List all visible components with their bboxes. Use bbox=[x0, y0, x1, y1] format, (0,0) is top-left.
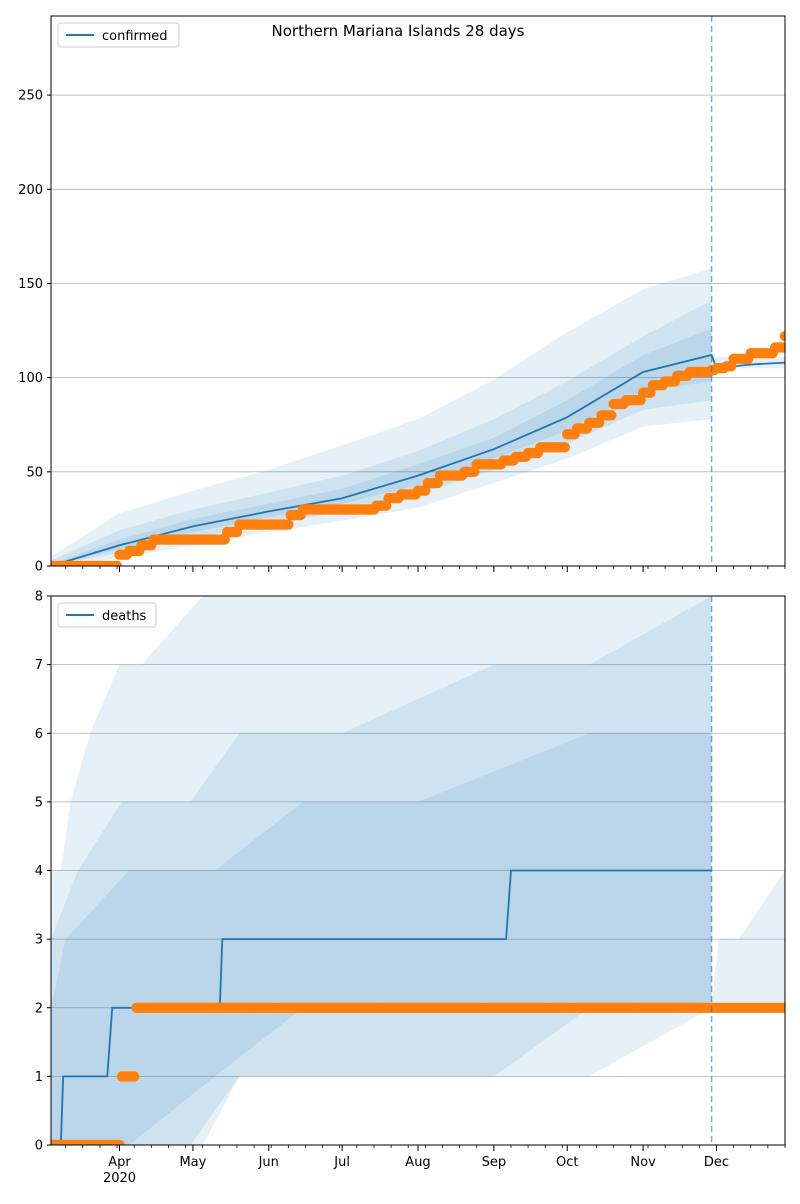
legend-label: deaths bbox=[102, 609, 147, 624]
y-tick-label: 250 bbox=[18, 89, 43, 104]
observed-point bbox=[111, 560, 123, 566]
y-tick-label: 200 bbox=[18, 183, 43, 198]
y-tick-label: 4 bbox=[35, 864, 43, 879]
observed-point bbox=[559, 442, 570, 453]
panel-deaths: 0 1 2 3 4 5 6 7 8 Apr May Jun Jul Aug Sep Oct Nov Dec 2020… bbox=[35, 590, 786, 1186]
legend-label: confirmed bbox=[102, 29, 168, 44]
legend-box bbox=[57, 22, 180, 48]
chart-title: Northern Mariana Islands 28 days bbox=[272, 22, 525, 40]
y-tick-label: 50 bbox=[26, 465, 43, 480]
y-tick-label: 0 bbox=[35, 1139, 43, 1154]
observed-point bbox=[114, 1139, 125, 1145]
y-tick-label: 5 bbox=[35, 795, 43, 810]
x-tick-label: May bbox=[179, 1155, 206, 1170]
x-year-label: 2020 bbox=[103, 1171, 136, 1186]
legend-deaths: deaths bbox=[57, 602, 157, 628]
plot-area-deaths bbox=[51, 596, 785, 1145]
legend-box bbox=[57, 602, 157, 628]
observed-point bbox=[777, 342, 785, 353]
x-tick-label: Apr bbox=[108, 1155, 131, 1170]
y-tick-label: 150 bbox=[18, 277, 43, 292]
uncertainty-band bbox=[51, 328, 712, 566]
y-tick-label: 3 bbox=[35, 933, 43, 948]
x-tick-label: Oct bbox=[556, 1155, 578, 1170]
observed-point bbox=[129, 1071, 140, 1082]
y-tick-label: 6 bbox=[35, 727, 43, 742]
x-tick-label: Jul bbox=[333, 1155, 350, 1170]
observed-point bbox=[606, 410, 617, 421]
y-tick-label: 7 bbox=[35, 658, 43, 673]
x-tick-label: Sep bbox=[482, 1155, 507, 1170]
x-tick-label: Jun bbox=[258, 1155, 279, 1170]
legend-confirmed: confirmed bbox=[57, 22, 180, 48]
panel-confirmed: 0 50 100 150 200 250 confirmed bbox=[18, 15, 786, 575]
y-tick-label: 0 bbox=[35, 560, 43, 575]
uncertainty-band bbox=[711, 870, 785, 1008]
x-tick-label: Aug bbox=[405, 1155, 430, 1170]
y-tick-label: 100 bbox=[18, 371, 43, 386]
x-tick-label: Dec bbox=[704, 1155, 729, 1170]
observed-point bbox=[779, 331, 785, 342]
observed-point bbox=[779, 1002, 785, 1013]
y-tick-label: 2 bbox=[35, 1001, 43, 1016]
uncertainty-band bbox=[51, 268, 712, 566]
y-tick-label: 8 bbox=[35, 590, 43, 605]
y-tick-label: 1 bbox=[35, 1070, 43, 1085]
observed-point bbox=[283, 519, 294, 530]
plot-area-confirmed bbox=[51, 268, 785, 566]
x-tick-label: Nov bbox=[630, 1155, 656, 1170]
